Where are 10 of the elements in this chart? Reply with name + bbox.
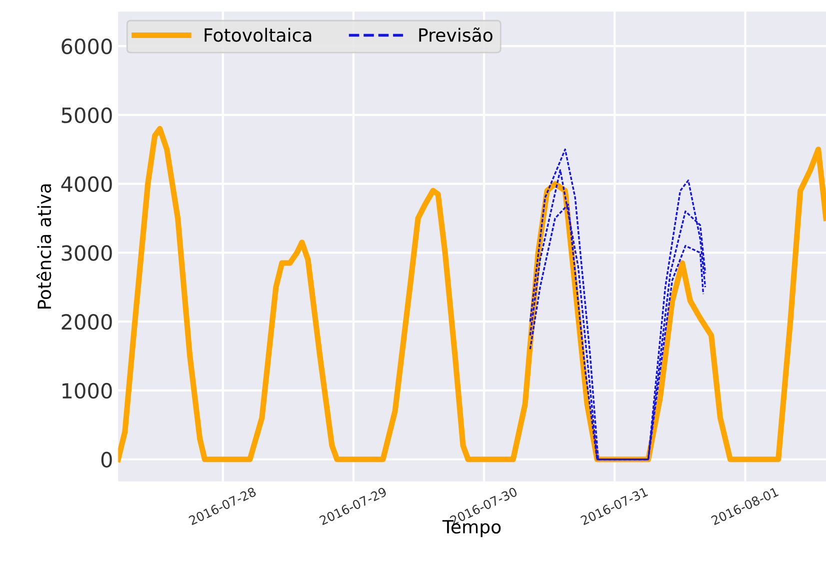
y-tick-label: 3000 [62, 245, 112, 261]
y-tick-label: 1000 [62, 382, 112, 399]
y-tick-label: 4000 [61, 176, 112, 192]
y-tick-label: 2000 [62, 314, 112, 330]
y-tick-label: 0 [101, 452, 112, 468]
legend-label: Previsão [419, 28, 492, 42]
y-tick-label: 5000 [62, 107, 112, 124]
y-tick-label: 6000 [62, 38, 112, 54]
y-axis-title: Potência ativa [36, 184, 52, 309]
legend-label: Fotovoltaica [204, 28, 312, 42]
